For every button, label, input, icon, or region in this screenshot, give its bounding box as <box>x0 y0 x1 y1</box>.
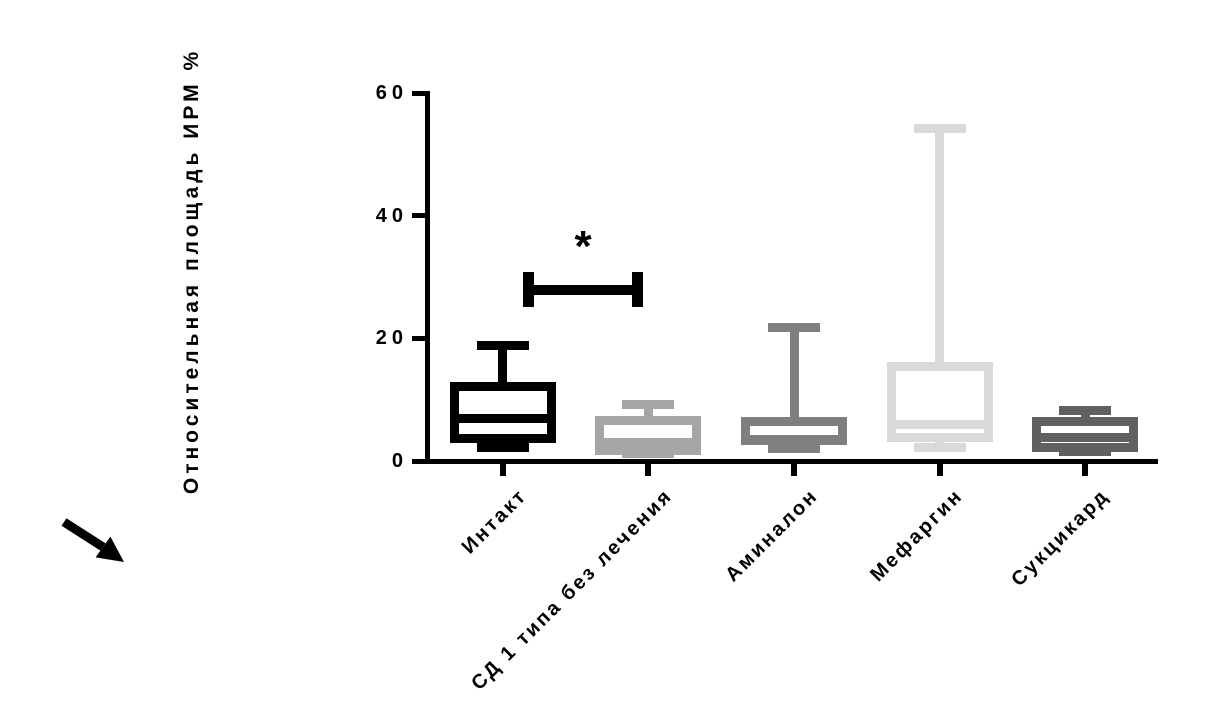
y-tick <box>412 335 425 341</box>
whisker-stem-top <box>498 340 508 383</box>
whisker-stem-top <box>789 323 799 417</box>
sig-bracket-cap-right <box>632 272 644 308</box>
x-tick <box>499 461 506 476</box>
whisker-cap-top <box>768 323 820 332</box>
median-line <box>604 438 693 448</box>
x-tick <box>645 461 652 476</box>
sig-bracket-cap-left <box>522 272 534 308</box>
x-tick <box>1082 461 1089 476</box>
x-tick-label-1: Интакт <box>457 484 532 559</box>
whisker-stem-top <box>935 123 945 363</box>
box-4 <box>886 362 993 442</box>
y-tick <box>412 90 425 96</box>
x-tick-label-3: Аминалон <box>720 484 823 587</box>
whisker-cap-top <box>1059 406 1112 416</box>
sig-asterisk-label: * <box>574 222 592 272</box>
x-tick <box>936 461 943 476</box>
arrow-down-right-icon <box>61 518 124 562</box>
median-line <box>1041 432 1130 442</box>
y-tick <box>412 213 425 219</box>
y-tick-label: 20 <box>375 327 408 350</box>
box-1 <box>449 382 556 444</box>
whisker-cap-top <box>622 399 675 409</box>
whisker-cap-top <box>476 340 529 350</box>
y-tick-label: 0 <box>391 450 408 472</box>
box-2 <box>595 415 702 455</box>
whisker-cap-top <box>913 123 966 133</box>
x-tick <box>791 461 797 476</box>
x-tick-label-5: Сукцикард <box>1007 484 1114 591</box>
median-line <box>750 435 838 445</box>
y-axis-line <box>425 90 430 464</box>
median-line <box>895 420 984 430</box>
whisker-cap-bottom <box>476 443 529 453</box>
y-tick <box>412 458 425 464</box>
whisker-cap-bottom <box>913 442 966 452</box>
y-tick-label: 40 <box>375 204 408 227</box>
sig-bracket-bar <box>522 284 644 295</box>
x-tick-label-4: Мефаргин <box>866 484 968 587</box>
whisker-cap-bottom <box>768 444 820 454</box>
median-line <box>458 414 547 424</box>
y-tick-label: 60 <box>375 82 408 104</box>
